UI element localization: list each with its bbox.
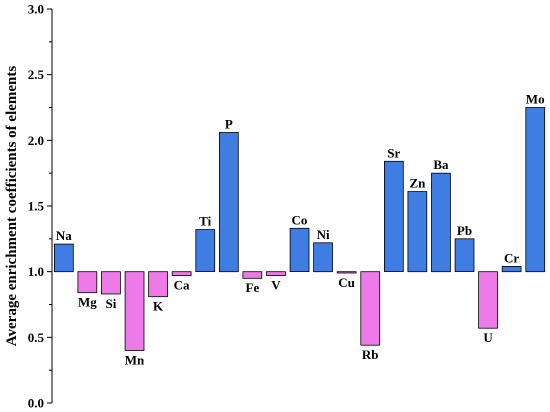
bar-label-cr: Cr — [504, 250, 519, 265]
bar-k — [148, 271, 168, 298]
y-axis: 0.0 0.5 1.0 1.5 2.0 2.5 3.0 — [28, 2, 53, 411]
bar-label-na: Na — [56, 228, 72, 243]
bar-zn — [407, 191, 428, 273]
bar-label-rb: Rb — [362, 347, 379, 362]
y-tick-label: 1.5 — [28, 199, 45, 214]
bar-u — [478, 271, 498, 329]
bar-si — [101, 271, 121, 295]
bar-label-zn: Zn — [409, 176, 426, 191]
bar-label-p: P — [225, 117, 233, 132]
y-tick-label: 0.5 — [28, 330, 45, 345]
bar-labels-group: Na Mg Si Mn K Ca Ti P Fe V Co Ni Cu Rb Sr Zn Ba Pb U Cr Mo — [56, 92, 545, 368]
bar-label-mn: Mn — [125, 353, 145, 368]
bar-label-pb: Pb — [457, 223, 472, 238]
bar-ni — [313, 242, 333, 273]
bar-v — [266, 271, 286, 277]
y-tick-label: 1.0 — [28, 264, 44, 279]
bar-cu — [336, 271, 357, 274]
bar-label-co: Co — [292, 212, 308, 227]
bar-label-fe: Fe — [246, 280, 260, 295]
bar-co — [289, 227, 310, 273]
bar-label-k: K — [153, 299, 164, 314]
bar-fe — [242, 271, 263, 279]
bar-mn — [124, 271, 145, 351]
bar-pb — [454, 238, 475, 273]
bar-label-ba: Ba — [433, 157, 449, 172]
y-tick-label: 0.0 — [28, 396, 44, 411]
bar-sr — [383, 160, 404, 273]
bar-ca — [171, 271, 192, 277]
bar-label-mg: Mg — [78, 295, 97, 310]
bar-na — [54, 243, 74, 273]
bars-group — [54, 107, 546, 351]
bar-label-si: Si — [105, 296, 116, 311]
y-axis-title: Average enrichment coefficients of eleme… — [4, 66, 20, 347]
bar-label-u: U — [483, 330, 493, 345]
bar-label-cu: Cu — [338, 275, 355, 290]
bar-label-ti: Ti — [199, 214, 211, 229]
bar-mo — [525, 107, 546, 273]
bar-mg — [77, 271, 98, 294]
bar-rb — [360, 271, 381, 346]
bar-cr — [501, 265, 522, 273]
bar-label-ni: Ni — [317, 227, 330, 242]
y-tick-label: 2.0 — [28, 133, 44, 148]
bar-label-v: V — [271, 278, 281, 293]
bar-p — [218, 132, 239, 273]
bar-label-sr: Sr — [387, 145, 400, 160]
bar-ba — [431, 172, 451, 273]
y-tick-label: 3.0 — [28, 2, 44, 17]
bar-label-ca: Ca — [174, 278, 190, 293]
bar-ti — [195, 229, 216, 273]
y-tick-label: 2.5 — [28, 67, 45, 82]
bar-label-mo: Mo — [526, 92, 545, 107]
